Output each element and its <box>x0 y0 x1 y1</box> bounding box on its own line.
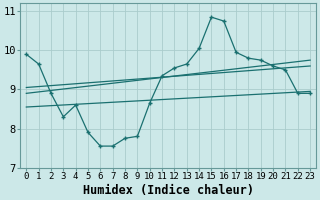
X-axis label: Humidex (Indice chaleur): Humidex (Indice chaleur) <box>83 184 254 197</box>
